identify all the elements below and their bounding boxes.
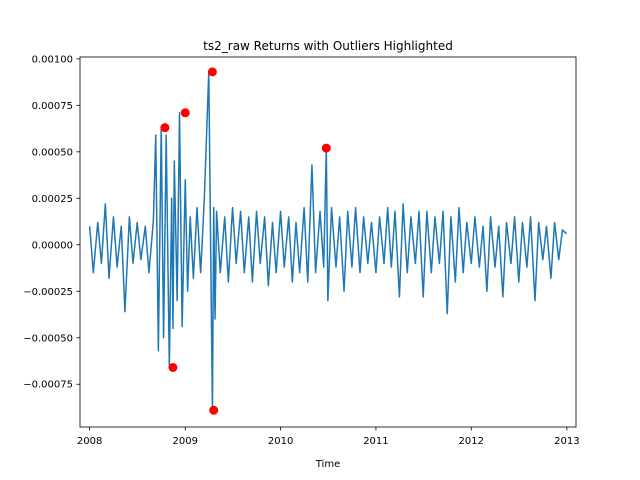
series-line-0: [88, 71, 568, 412]
y-tick-label: 0.00000: [32, 240, 73, 251]
outlier-layer: [160, 67, 331, 415]
outlier-point-2: [180, 108, 190, 118]
outlier-point-1: [168, 363, 178, 372]
y-tick-label: −0.00050: [23, 333, 73, 344]
x-axis: 2008 2009 2010 2011 2012 2013: [77, 427, 580, 447]
outlier-point-0: [160, 123, 170, 133]
y-tick-label: 0.00075: [32, 101, 73, 112]
outlier-point-5: [321, 143, 331, 153]
y-tick-label: −0.00025: [23, 287, 73, 298]
y-tick-label: 0.00100: [32, 54, 73, 65]
chart-title: ts2_raw Returns with Outliers Highlighte…: [203, 39, 453, 53]
y-tick-label: 0.00025: [32, 194, 73, 205]
x-axis-label: Time: [315, 459, 340, 470]
x-tick-label: 2011: [363, 436, 388, 447]
x-tick-label: 2013: [554, 436, 579, 447]
series-layer: [88, 71, 568, 412]
y-axis: 0.00100 0.00075 0.00050 0.00025 0.00000 −0.00…: [23, 54, 80, 391]
y-tick-label: −0.00075: [23, 380, 73, 391]
x-tick-label: 2012: [459, 436, 484, 447]
axes-frame: [79, 56, 577, 428]
outlier-point-3: [207, 67, 217, 77]
x-tick-label: 2010: [268, 436, 293, 447]
outlier-point-4: [209, 405, 219, 415]
y-tick-label: 0.00050: [32, 147, 73, 158]
x-tick-label: 2009: [173, 436, 198, 447]
x-tick-label: 2008: [77, 436, 102, 447]
